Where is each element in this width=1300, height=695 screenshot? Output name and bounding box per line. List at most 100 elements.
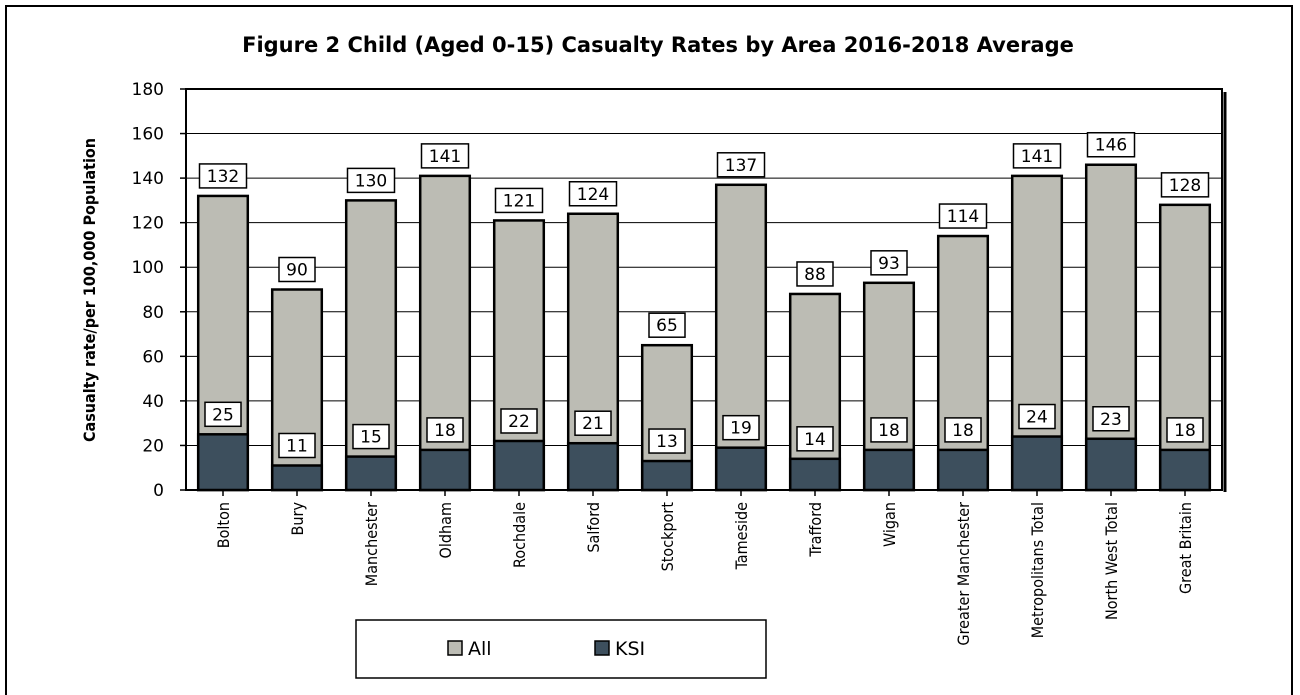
x-tick-label: Wigan [880, 502, 899, 547]
bar-ksi [936, 448, 990, 492]
data-label-all-box [346, 167, 396, 194]
data-label-all: 90 [286, 261, 308, 281]
data-label-ksi: 22 [508, 412, 530, 432]
data-label-ksi-box [870, 417, 908, 443]
data-label-all: 65 [656, 316, 678, 336]
data-label-ksi-box [648, 428, 686, 454]
data-label-all: 132 [207, 167, 239, 187]
data-label-all-box [938, 203, 988, 229]
bar-ksi [862, 448, 916, 492]
x-tick-label: Bolton [214, 502, 233, 548]
bar-ksi [1010, 435, 1064, 492]
data-label-all-box [568, 181, 618, 207]
x-tick-label: Metropolitans Total [1028, 502, 1047, 638]
data-label-all: 137 [725, 156, 757, 176]
data-label-ksi-box [944, 417, 982, 443]
bar-ksi [1158, 448, 1212, 492]
legend-label: KSI [615, 638, 645, 660]
data-label-all-box [1086, 131, 1136, 158]
chart-frame [5, 5, 1293, 695]
bar-ksi [1084, 437, 1138, 492]
data-label-ksi: 19 [730, 419, 752, 439]
x-tick-label: Great Britain [1176, 502, 1195, 594]
bar-ksi [270, 464, 324, 492]
data-label-all-box [870, 250, 908, 276]
data-label-ksi-box [352, 423, 390, 450]
y-tick-label: 120 [132, 214, 164, 234]
data-label-all-box [796, 261, 834, 287]
x-tick-label: Bury [288, 502, 307, 536]
bar-ksi [344, 455, 398, 492]
y-tick-label: 180 [132, 80, 164, 100]
data-label-ksi-box [204, 401, 242, 428]
data-label-ksi-box [1166, 417, 1204, 443]
data-label-all: 114 [947, 207, 979, 227]
y-tick-label: 140 [132, 169, 164, 189]
data-label-ksi-box [722, 414, 760, 441]
x-tick-label: Stockport [658, 502, 677, 572]
data-label-ksi: 18 [878, 421, 900, 441]
data-label-all-box [648, 312, 686, 338]
data-label-all: 141 [1021, 147, 1053, 167]
x-tick-label: Tameside [732, 502, 751, 570]
y-tick-label: 0 [153, 481, 164, 501]
data-label-all: 128 [1169, 176, 1201, 196]
data-label-ksi: 13 [656, 432, 678, 452]
bar-all [936, 234, 990, 492]
bar-all [788, 292, 842, 492]
y-tick-label: 160 [132, 125, 164, 145]
data-label-ksi-box [1018, 403, 1056, 430]
data-label-all: 130 [355, 171, 387, 191]
legend-swatch [447, 640, 463, 656]
x-tick-label: Oldham [436, 502, 455, 558]
x-tick-label: Greater Manchester [954, 502, 973, 646]
bar-all [714, 183, 768, 492]
data-label-ksi-box [1092, 406, 1130, 432]
data-label-ksi: 23 [1100, 410, 1122, 430]
data-label-ksi: 11 [286, 436, 308, 456]
data-label-all: 146 [1095, 136, 1127, 156]
bar-ksi [418, 448, 472, 492]
data-label-ksi-box [796, 426, 834, 452]
data-label-ksi: 15 [360, 428, 382, 448]
x-tick-label: Salford [584, 502, 603, 553]
data-label-ksi: 18 [952, 421, 974, 441]
data-label-ksi: 14 [804, 430, 826, 450]
bar-all [1158, 203, 1212, 492]
data-label-ksi-box [278, 432, 316, 459]
chart-title: Figure 2 Child (Aged 0-15) Casualty Rate… [242, 33, 1074, 57]
y-tick-label: 80 [142, 303, 164, 323]
bar-all [1084, 163, 1138, 492]
data-label-all-box [1160, 172, 1210, 198]
bar-all [270, 288, 324, 492]
data-label-ksi: 18 [434, 421, 456, 441]
bar-ksi [196, 433, 250, 492]
data-label-ksi: 21 [582, 414, 604, 434]
y-tick-label: 60 [142, 347, 164, 367]
legend-box [355, 619, 767, 679]
x-tick-label: Manchester [362, 502, 381, 586]
data-label-all: 93 [878, 254, 900, 274]
bar-ksi [566, 441, 620, 492]
y-tick-label: 100 [132, 258, 164, 278]
data-label-all: 88 [804, 265, 826, 285]
x-tick-label: North West Total [1102, 502, 1121, 620]
legend-label: All [468, 638, 492, 660]
y-tick-label: 20 [142, 436, 164, 456]
bar-ksi [788, 457, 842, 492]
data-label-ksi: 24 [1026, 408, 1048, 428]
data-label-ksi-box [500, 408, 538, 434]
data-label-all-box [278, 256, 316, 283]
data-label-ksi: 18 [1174, 421, 1196, 441]
y-tick-label: 40 [142, 392, 164, 412]
x-tick-label: Rochdale [510, 502, 529, 568]
plot-border [185, 88, 1223, 491]
data-label-ksi-box [574, 410, 612, 436]
bar-all [418, 174, 472, 492]
data-label-all: 124 [577, 185, 609, 205]
data-label-ksi: 25 [212, 405, 234, 425]
data-label-all: 141 [429, 147, 461, 167]
bar-ksi [640, 459, 694, 492]
bar-ksi [492, 439, 546, 492]
